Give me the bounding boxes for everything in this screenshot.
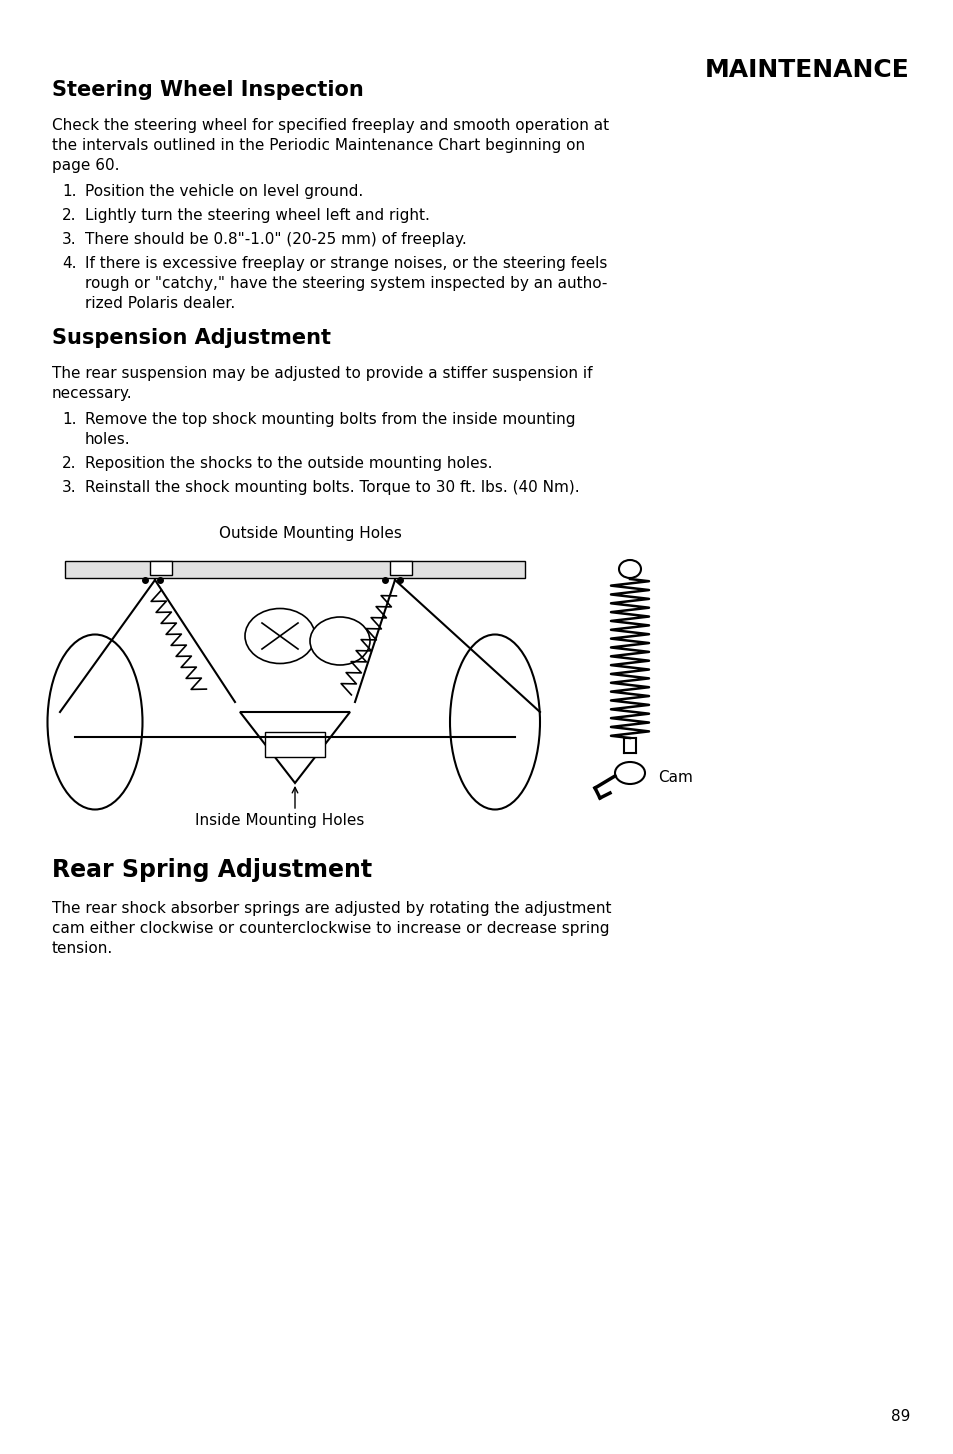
Ellipse shape	[48, 634, 142, 810]
Text: necessary.: necessary.	[52, 385, 132, 401]
Text: 2.: 2.	[62, 208, 76, 222]
Text: Position the vehicle on level ground.: Position the vehicle on level ground.	[85, 185, 363, 199]
Bar	[150, 561, 172, 574]
Text: MAINTENANCE: MAINTENANCE	[704, 58, 909, 81]
Bar	[390, 561, 412, 574]
Text: The rear suspension may be adjusted to provide a stiffer suspension if: The rear suspension may be adjusted to p…	[52, 366, 592, 381]
Ellipse shape	[615, 762, 644, 784]
Text: Steering Wheel Inspection: Steering Wheel Inspection	[52, 80, 363, 100]
Text: Lightly turn the steering wheel left and right.: Lightly turn the steering wheel left and…	[85, 208, 430, 222]
Text: Reinstall the shock mounting bolts. Torque to 30 ft. lbs. (40 Nm).: Reinstall the shock mounting bolts. Torq…	[85, 480, 579, 494]
Text: The rear shock absorber springs are adjusted by rotating the adjustment: The rear shock absorber springs are adju…	[52, 901, 611, 916]
Text: Suspension Adjustment: Suspension Adjustment	[52, 329, 331, 348]
Text: 1.: 1.	[62, 411, 76, 427]
Text: Check the steering wheel for specified freeplay and smooth operation at: Check the steering wheel for specified f…	[52, 118, 608, 132]
Bar	[65, 561, 524, 579]
Ellipse shape	[450, 634, 539, 810]
Text: Rear Spring Adjustment: Rear Spring Adjustment	[52, 858, 372, 883]
Text: 3.: 3.	[62, 480, 76, 494]
Text: If there is excessive freeplay or strange noises, or the steering feels: If there is excessive freeplay or strang…	[85, 256, 607, 270]
Text: 3.: 3.	[62, 233, 76, 247]
Text: tension.: tension.	[52, 941, 113, 955]
Ellipse shape	[310, 616, 370, 664]
Text: Inside Mounting Holes: Inside Mounting Holes	[195, 813, 364, 827]
Text: Reposition the shocks to the outside mounting holes.: Reposition the shocks to the outside mou…	[85, 457, 492, 471]
Text: rough or "catchy," have the steering system inspected by an autho-: rough or "catchy," have the steering sys…	[85, 276, 607, 291]
Text: 89: 89	[890, 1409, 909, 1423]
Ellipse shape	[618, 560, 640, 579]
Text: 2.: 2.	[62, 457, 76, 471]
Text: holes.: holes.	[85, 432, 131, 446]
Text: rized Polaris dealer.: rized Polaris dealer.	[85, 297, 235, 311]
Text: Outside Mounting Holes: Outside Mounting Holes	[218, 526, 401, 541]
Text: There should be 0.8"-1.0" (20-25 mm) of freeplay.: There should be 0.8"-1.0" (20-25 mm) of …	[85, 233, 466, 247]
Text: cam either clockwise or counterclockwise to increase or decrease spring: cam either clockwise or counterclockwise…	[52, 920, 609, 936]
Text: the intervals outlined in the Periodic Maintenance Chart beginning on: the intervals outlined in the Periodic M…	[52, 138, 584, 153]
Text: 4.: 4.	[62, 256, 76, 270]
Text: 1.: 1.	[62, 185, 76, 199]
Text: Cam: Cam	[658, 771, 692, 785]
Text: Remove the top shock mounting bolts from the inside mounting: Remove the top shock mounting bolts from…	[85, 411, 575, 427]
Bar	[265, 731, 325, 758]
Ellipse shape	[245, 609, 314, 663]
Text: page 60.: page 60.	[52, 158, 119, 173]
